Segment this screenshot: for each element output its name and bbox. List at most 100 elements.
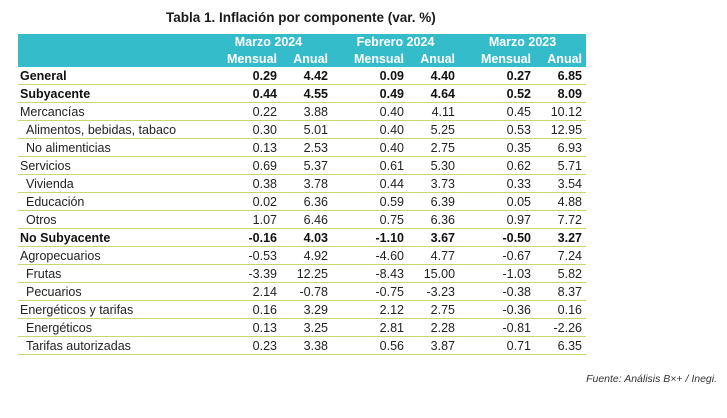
row-label: General	[18, 67, 205, 85]
cell-mensual: 2.81	[332, 318, 408, 337]
table-row: Servicios 0.69 5.37 0.61 5.30 0.62 5.71	[18, 156, 587, 175]
cell-mensual: 0.13	[205, 318, 281, 337]
subheader-row: Mensual Anual Mensual Anual Mensual Anua…	[18, 50, 587, 67]
cell-mensual: -0.36	[459, 300, 536, 319]
table-body: General 0.29 4.42 0.09 4.40 0.27 6.85 Su…	[18, 67, 587, 355]
table-row: Agropecuarios -0.53 4.92 -4.60 4.77 -0.6…	[18, 246, 587, 265]
cell-anual: 5.01	[281, 120, 332, 139]
cell-mensual: 0.02	[205, 192, 281, 211]
cell-mensual: -3.39	[205, 264, 281, 283]
cell-mensual: 2.12	[332, 300, 408, 319]
cell-anual: 5.30	[408, 156, 460, 175]
header-blank	[18, 34, 205, 50]
cell-anual: 10.12	[535, 102, 587, 121]
cell-anual: 12.95	[535, 120, 587, 139]
period-header: Febrero 2024	[332, 34, 460, 50]
cell-anual: -0.78	[281, 282, 332, 301]
cell-anual: 4.92	[281, 246, 332, 265]
cell-anual: 2.75	[408, 300, 460, 319]
table-row: Educación 0.02 6.36 0.59 6.39 0.05 4.88	[18, 192, 587, 211]
row-label: Subyacente	[18, 84, 205, 103]
subheader-anual: Anual	[408, 50, 460, 67]
table-row: Pecuarios 2.14 -0.78 -0.75 -3.23 -0.38 8…	[18, 282, 587, 301]
cell-anual: 6.46	[281, 210, 332, 229]
table-row: Vivienda 0.38 3.78 0.44 3.73 0.33 3.54	[18, 174, 587, 193]
cell-anual: 5.82	[535, 264, 587, 283]
period-header: Marzo 2023	[459, 34, 587, 50]
cell-mensual: 0.49	[332, 84, 408, 103]
cell-anual: 4.40	[408, 67, 460, 85]
cell-anual: 0.16	[535, 300, 587, 319]
cell-mensual: -8.43	[332, 264, 408, 283]
cell-anual: 15.00	[408, 264, 460, 283]
table-row: Tarifas autorizadas 0.23 3.38 0.56 3.87 …	[18, 336, 587, 355]
row-label: Mercancías	[18, 102, 205, 121]
row-label: Pecuarios	[18, 282, 205, 301]
cell-mensual: 0.13	[205, 138, 281, 157]
cell-mensual: 0.61	[332, 156, 408, 175]
cell-anual: 5.71	[535, 156, 587, 175]
subheader-mensual: Mensual	[205, 50, 281, 67]
row-label: Energéticos y tarifas	[18, 300, 205, 319]
cell-mensual: 0.35	[459, 138, 536, 157]
row-label: Tarifas autorizadas	[18, 336, 205, 355]
header-blank	[18, 50, 205, 67]
table-row: Energéticos y tarifas 0.16 3.29 2.12 2.7…	[18, 300, 587, 319]
cell-mensual: -0.16	[205, 228, 281, 247]
table-row: No Subyacente -0.16 4.03 -1.10 3.67 -0.5…	[18, 228, 587, 247]
row-label: Frutas	[18, 264, 205, 283]
cell-mensual: 0.09	[332, 67, 408, 85]
period-header-row: Marzo 2024 Febrero 2024 Marzo 2023	[18, 34, 587, 50]
cell-anual: 12.25	[281, 264, 332, 283]
table-row: No alimenticias 0.13 2.53 0.40 2.75 0.35…	[18, 138, 587, 157]
cell-anual: 8.09	[535, 84, 587, 103]
table-row: Alimentos, bebidas, tabaco 0.30 5.01 0.4…	[18, 120, 587, 139]
cell-mensual: 0.53	[459, 120, 536, 139]
cell-mensual: 0.05	[459, 192, 536, 211]
cell-anual: 3.88	[281, 102, 332, 121]
subheader-anual: Anual	[535, 50, 587, 67]
row-label: Servicios	[18, 156, 205, 175]
source-note: Fuente: Análisis B×+ / Inegi.	[586, 373, 717, 385]
cell-mensual: 2.14	[205, 282, 281, 301]
cell-mensual: -0.50	[459, 228, 536, 247]
cell-anual: 4.88	[535, 192, 587, 211]
cell-mensual: 1.07	[205, 210, 281, 229]
cell-anual: 4.03	[281, 228, 332, 247]
subheader-mensual: Mensual	[332, 50, 408, 67]
cell-mensual: 0.16	[205, 300, 281, 319]
cell-anual: 2.28	[408, 318, 460, 337]
cell-mensual: -1.10	[332, 228, 408, 247]
cell-mensual: -0.53	[205, 246, 281, 265]
cell-anual: 8.37	[535, 282, 587, 301]
cell-anual: -3.23	[408, 282, 460, 301]
cell-anual: 4.77	[408, 246, 460, 265]
cell-mensual: 0.71	[459, 336, 536, 355]
cell-mensual: 0.45	[459, 102, 536, 121]
row-label: Agropecuarios	[18, 246, 205, 265]
cell-anual: 5.37	[281, 156, 332, 175]
cell-mensual: 0.44	[205, 84, 281, 103]
cell-anual: 6.35	[535, 336, 587, 355]
cell-mensual: -0.67	[459, 246, 536, 265]
cell-mensual: -1.03	[459, 264, 536, 283]
cell-anual: 6.93	[535, 138, 587, 157]
subheader-mensual: Mensual	[459, 50, 536, 67]
cell-mensual: 0.56	[332, 336, 408, 355]
cell-mensual: 0.27	[459, 67, 536, 85]
cell-mensual: -4.60	[332, 246, 408, 265]
table-title: Tabla 1. Inflación por componente (var. …	[166, 10, 436, 25]
cell-mensual: 0.23	[205, 336, 281, 355]
cell-anual: 3.38	[281, 336, 332, 355]
cell-anual: 6.36	[408, 210, 460, 229]
cell-anual: 4.42	[281, 67, 332, 85]
subheader-anual: Anual	[281, 50, 332, 67]
cell-mensual: 0.75	[332, 210, 408, 229]
cell-anual: 4.55	[281, 84, 332, 103]
cell-mensual: 0.22	[205, 102, 281, 121]
table-row: Subyacente 0.44 4.55 0.49 4.64 0.52 8.09	[18, 84, 587, 103]
cell-anual: 2.53	[281, 138, 332, 157]
row-label: Educación	[18, 192, 205, 211]
cell-mensual: 0.40	[332, 102, 408, 121]
cell-anual: 6.85	[535, 67, 587, 85]
